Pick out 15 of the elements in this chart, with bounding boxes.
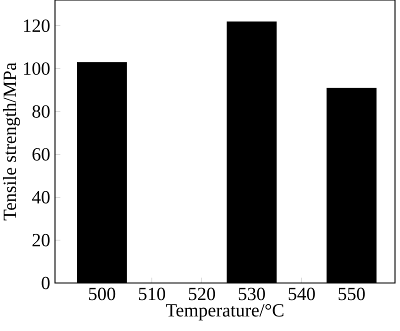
y-tick-label: 80 [32, 105, 50, 118]
y-tick-label: 20 [32, 234, 50, 246]
x-tick-label: 530 [238, 288, 265, 300]
x-tick-label: 520 [188, 288, 216, 300]
y-tick-label: 60 [32, 148, 50, 161]
x-tick-label: 550 [338, 288, 365, 300]
y-axis-title: Tensile strength/MPa [3, 62, 20, 220]
x-tick-label: 540 [288, 288, 315, 300]
y-tick-label: 0 [42, 276, 50, 290]
x-tick-label: 510 [138, 288, 166, 300]
y-tick-label: 100 [24, 62, 50, 75]
x-axis-title: Temperature/°C [166, 304, 284, 320]
x-tick-label: 500 [89, 288, 116, 300]
y-tick-label: 120 [24, 19, 50, 32]
y-tick-label: 40 [32, 190, 50, 204]
